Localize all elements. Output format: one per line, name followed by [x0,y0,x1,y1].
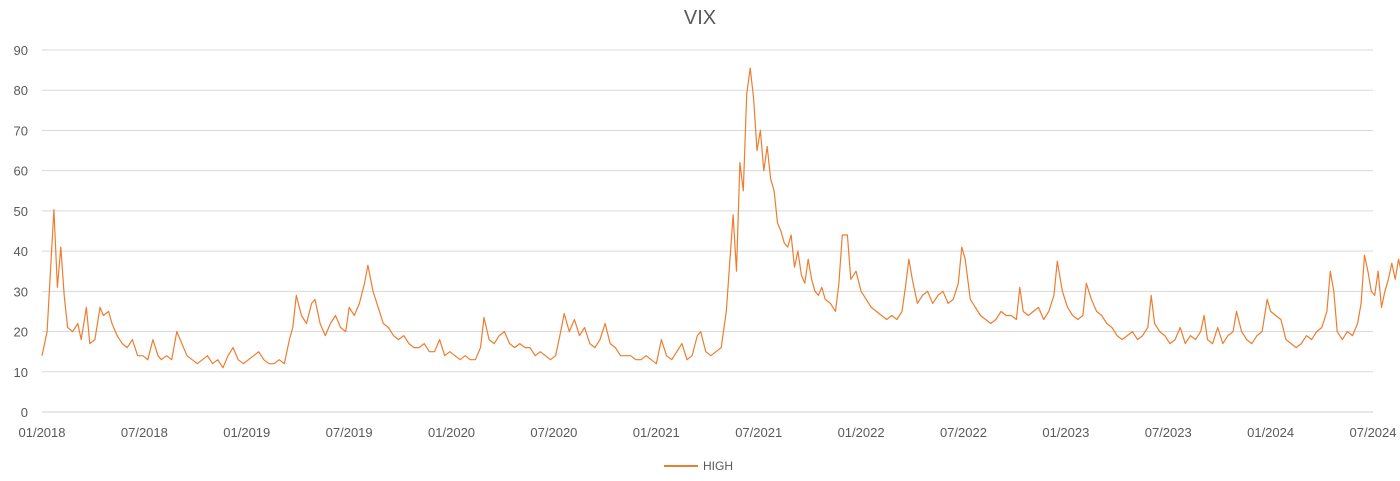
y-tick-label: 40 [14,244,28,259]
x-tick-label: 07/2018 [121,425,168,440]
x-tick-label: 01/2024 [1247,425,1294,440]
x-tick-label: 07/2023 [1145,425,1192,440]
y-tick-label: 10 [14,365,28,380]
y-tick-label: 60 [14,164,28,179]
x-tick-label: 07/2019 [326,425,373,440]
x-tick-label: 01/2020 [428,425,475,440]
x-tick-label: 01/2019 [223,425,270,440]
y-tick-label: 20 [14,325,28,340]
y-tick-label: 80 [14,83,28,98]
x-tick-label: 01/2022 [838,425,885,440]
y-tick-label: 0 [21,405,28,420]
x-tick-label: 07/2024 [1350,425,1397,440]
x-axis-ticks: 01/2018 07/2018 01/2019 07/2019 01/2020 07/20… [19,425,1397,440]
x-tick-label: 07/2021 [735,425,782,440]
x-tick-label: 01/2018 [19,425,66,440]
y-tick-label: 90 [14,43,28,58]
chart-title: VIX [684,7,716,29]
y-tick-label: 70 [14,123,28,138]
gridlines [42,49,1373,413]
legend: HIGH [664,459,733,473]
series-line-high [41,67,1400,369]
x-tick-label: 07/2020 [530,425,577,440]
x-tick-label: 01/2023 [1042,425,1089,440]
x-tick-label: 01/2021 [633,425,680,440]
x-tick-label: 07/2022 [940,425,987,440]
y-axis-ticks: 0 10 20 30 40 50 60 70 80 90 [14,43,28,420]
y-tick-label: 30 [14,284,28,299]
legend-label-high: HIGH [703,459,733,473]
y-tick-label: 50 [14,204,28,219]
